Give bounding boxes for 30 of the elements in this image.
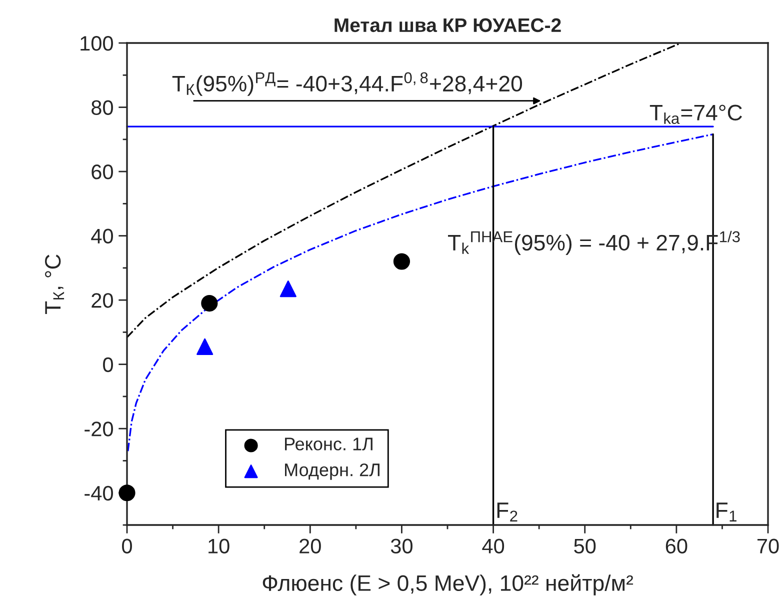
y-tick-label: 20	[92, 293, 113, 308]
y-tick-label: 40	[91, 228, 113, 244]
y-tick-label: 60	[92, 164, 113, 180]
x-tick-label: 60	[666, 538, 688, 554]
annotation: T$_{ka}$=74°C	[650, 104, 742, 124]
point	[393, 253, 410, 270]
annotation: F$_{1}$	[716, 502, 736, 522]
point	[196, 338, 214, 355]
legend-label: Модерн. 2Л	[285, 463, 380, 480]
x-tick-label: 10	[208, 538, 230, 554]
point	[280, 280, 296, 298]
annotation: F$_{2}$	[497, 502, 518, 522]
legend-label: Реконс. 1Л	[285, 438, 372, 450]
x-tick-label: 70	[757, 538, 779, 554]
y-tick-label: -40	[84, 486, 113, 501]
x-tick-label: 40	[482, 538, 504, 554]
chart-title: Метал шва КР ЮУАЕС-2	[334, 18, 561, 32]
x-tick-label: 50	[574, 538, 596, 554]
x-tick-label: 30	[390, 538, 412, 554]
y-tick-label: 0	[103, 357, 113, 372]
x-tick-label: 0	[122, 538, 132, 554]
y-tick-label: -20	[84, 422, 113, 436]
point	[201, 294, 218, 312]
annotation: T$_{К}$(95%)$^{РД}$= -40+3,44.F$^{0,8}$+28,4+20	[172, 72, 522, 96]
y-axis-title: T$_{К}$, °C	[44, 254, 64, 314]
x-axis-title: Флюенс (E > 0,5 MeV), 10²² нейтр/м²	[262, 574, 634, 596]
y-tick-label: 100	[80, 36, 113, 51]
x-tick-label: 20	[300, 538, 321, 554]
y-tick-label: 80	[92, 100, 113, 116]
point	[118, 484, 136, 502]
